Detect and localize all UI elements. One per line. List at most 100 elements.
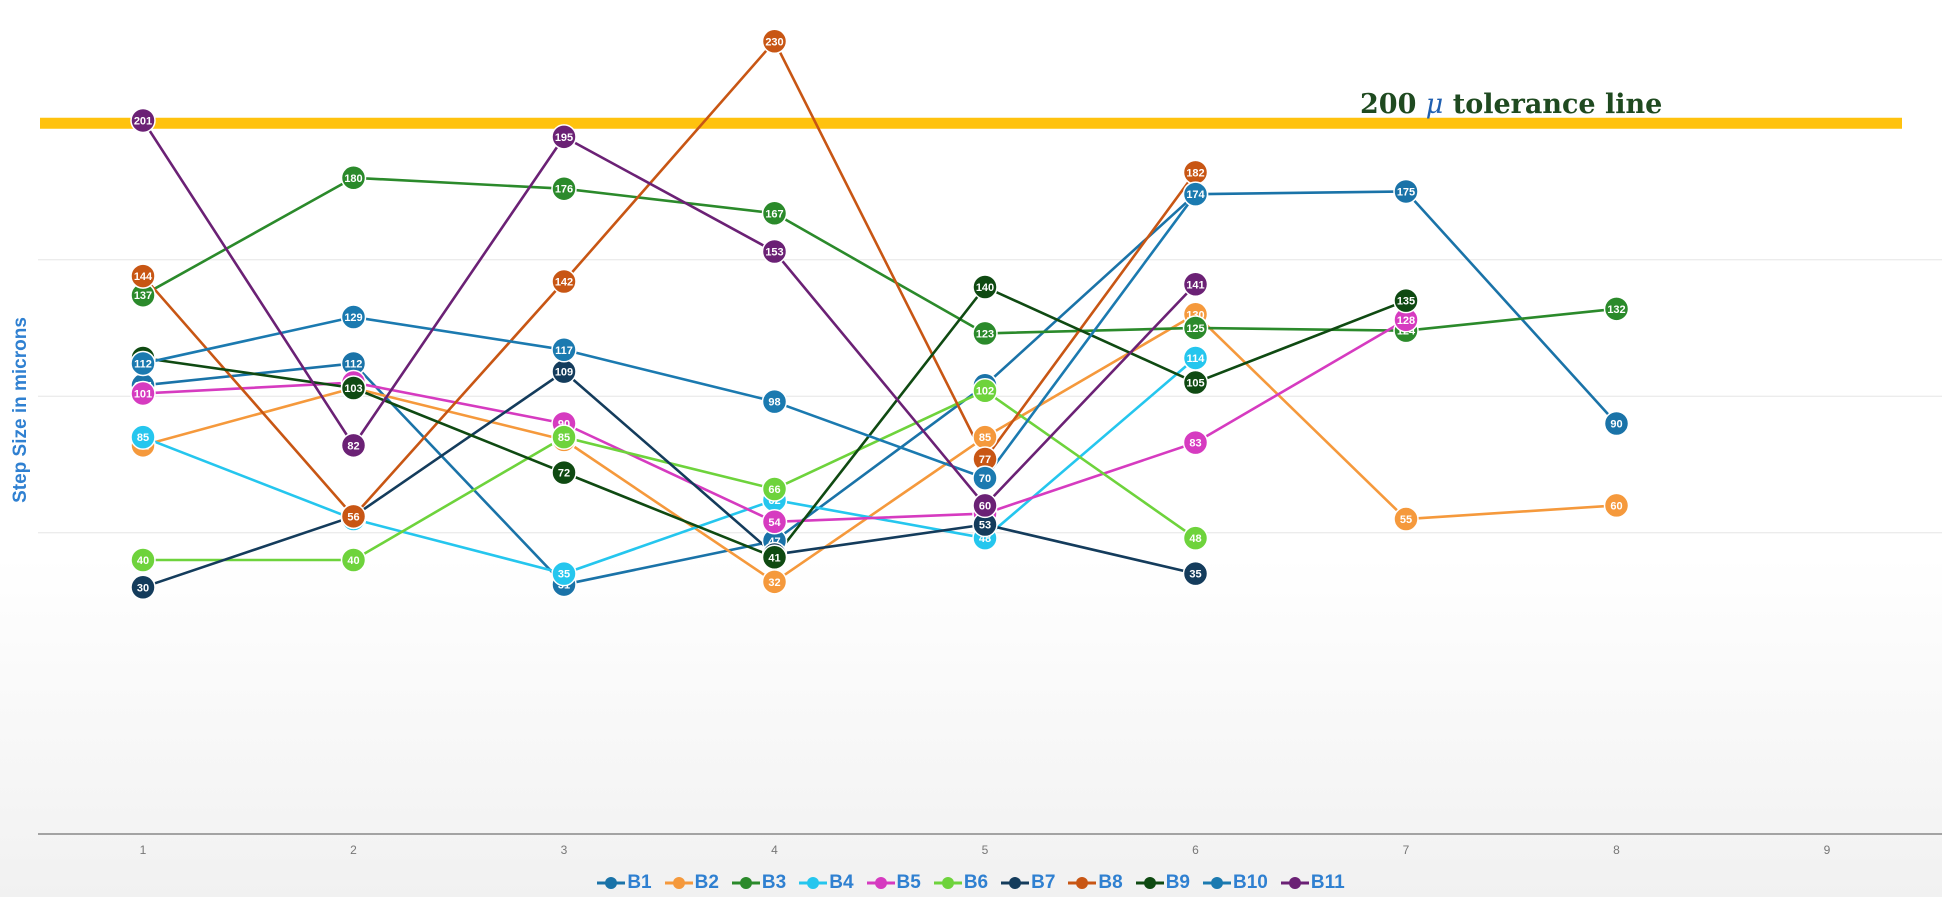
tolerance-line-label: 200 μ tolerance line <box>1360 89 1662 120</box>
data-point-b6 <box>972 377 998 404</box>
data-label-b6: 85 <box>558 432 570 444</box>
legend-marker-b8 <box>1068 877 1097 889</box>
legend-label: B1 <box>627 872 652 893</box>
data-point-b9 <box>551 459 577 486</box>
data-label-b8: 56 <box>347 511 359 523</box>
legend-item-b3[interactable]: B3 <box>731 870 786 896</box>
data-point-b9 <box>1393 287 1419 314</box>
legend-item-b7[interactable]: B7 <box>1001 870 1055 896</box>
data-label-b6: 48 <box>1189 533 1201 545</box>
x-tick-label: 1 <box>140 843 147 857</box>
data-label-b10: 98 <box>768 397 780 409</box>
data-label-b6: 40 <box>137 555 149 567</box>
data-label-b1: 90 <box>1610 419 1622 431</box>
data-label-b10: 174 <box>1186 189 1205 201</box>
data-label-b7: 53 <box>979 520 991 532</box>
legend-item-b10[interactable]: B10 <box>1203 870 1268 896</box>
legend-marker-b11 <box>1280 877 1309 889</box>
series-line-b7 <box>142 370 1196 589</box>
data-label-b10: 112 <box>134 358 152 370</box>
data-point-b11 <box>130 107 156 134</box>
data-label-b6: 66 <box>768 484 780 496</box>
data-label-b9: 41 <box>768 552 780 564</box>
data-point-b2 <box>1603 492 1630 519</box>
data-label-b3: 167 <box>765 208 783 220</box>
data-point-b5 <box>761 509 788 535</box>
data-label-b4: 85 <box>137 432 149 444</box>
data-point-b7 <box>130 574 156 601</box>
data-label-b8: 77 <box>979 454 991 466</box>
data-label-b10: 70 <box>979 473 991 485</box>
legend-marker-b1 <box>597 877 626 889</box>
legend-item-b5[interactable]: B5 <box>866 870 921 896</box>
series-line-b2 <box>142 312 1617 584</box>
data-points: 1041123147104174175908210384328513055601… <box>130 28 1630 601</box>
legend-marker-b6 <box>933 877 962 889</box>
data-label-b11: 195 <box>555 132 573 144</box>
y-axis-label: Step Size in microns <box>10 317 31 503</box>
data-label-b6: 40 <box>347 555 359 567</box>
legend-item-b11[interactable]: B11 <box>1280 870 1345 896</box>
data-label-b6: 102 <box>976 386 994 398</box>
legend-item-b6[interactable]: B6 <box>933 870 989 896</box>
data-point-b7 <box>1182 560 1209 587</box>
data-label-b7: 30 <box>137 582 149 594</box>
data-point-b6 <box>1182 525 1209 551</box>
data-label-b8: 182 <box>1186 167 1204 179</box>
data-label-b11: 60 <box>979 500 991 512</box>
data-label-b2: 55 <box>1400 514 1412 526</box>
data-label-b2: 60 <box>1610 500 1622 512</box>
data-point-b9 <box>340 375 367 401</box>
data-label-b7: 109 <box>555 367 573 379</box>
data-point-b9 <box>761 544 788 571</box>
data-label-b11: 201 <box>134 115 152 127</box>
legend-item-b8[interactable]: B8 <box>1068 870 1123 896</box>
data-point-b6 <box>340 547 367 573</box>
data-label-b10: 117 <box>555 345 573 357</box>
x-tick-label: 8 <box>1613 843 1620 857</box>
legend-label: B9 <box>1165 872 1190 893</box>
legend-label: B6 <box>963 872 989 893</box>
data-label-b3: 123 <box>976 328 994 340</box>
data-point-b4 <box>551 560 577 587</box>
legend-item-b1[interactable]: B1 <box>597 870 652 896</box>
legend-item-b2[interactable]: B2 <box>664 870 719 896</box>
data-point-b10 <box>972 465 998 491</box>
x-tick-label: 7 <box>1403 843 1410 857</box>
x-axis: 1 2 3 4 5 6 7 8 9 <box>38 833 1942 857</box>
data-label-b3: 176 <box>555 184 573 196</box>
legend-label: B10 <box>1233 872 1268 893</box>
data-label-b11: 153 <box>765 247 783 259</box>
series-line-b1 <box>142 190 1618 586</box>
legend-item-b4[interactable]: B4 <box>799 870 854 896</box>
data-label-b9: 135 <box>1397 296 1415 308</box>
data-label-b3: 132 <box>1607 304 1625 316</box>
data-label-b3: 125 <box>1186 323 1204 335</box>
data-point-b10 <box>761 388 788 415</box>
data-point-b1 <box>1603 410 1630 437</box>
legend-item-b9[interactable]: B9 <box>1135 870 1190 896</box>
data-point-b3 <box>340 165 367 191</box>
data-point-b10 <box>1182 181 1209 207</box>
data-label-b9: 140 <box>976 282 994 294</box>
data-label-b4: 114 <box>1187 353 1206 365</box>
data-point-b8 <box>130 263 156 289</box>
legend: B1 B2 B3 B4 B5 B6 B7 B8 B9 B10 B11 <box>0 870 1942 896</box>
data-point-b1 <box>1393 178 1419 205</box>
data-point-b9 <box>972 274 998 300</box>
data-label-b9: 103 <box>344 383 362 395</box>
data-label-b7: 35 <box>1189 569 1201 581</box>
data-point-b9 <box>1182 369 1209 396</box>
data-label-b5: 54 <box>768 517 781 529</box>
legend-marker-b9 <box>1135 877 1164 889</box>
data-point-b3 <box>761 200 788 227</box>
data-point-b8 <box>761 28 788 55</box>
data-point-b11 <box>551 124 577 150</box>
legend-label: B8 <box>1098 872 1123 893</box>
data-point-b6 <box>551 424 577 450</box>
data-point-b3 <box>551 175 577 202</box>
x-tick-label: 6 <box>1192 843 1199 857</box>
data-label-b5: 128 <box>1397 315 1415 327</box>
data-point-b3 <box>972 320 998 347</box>
